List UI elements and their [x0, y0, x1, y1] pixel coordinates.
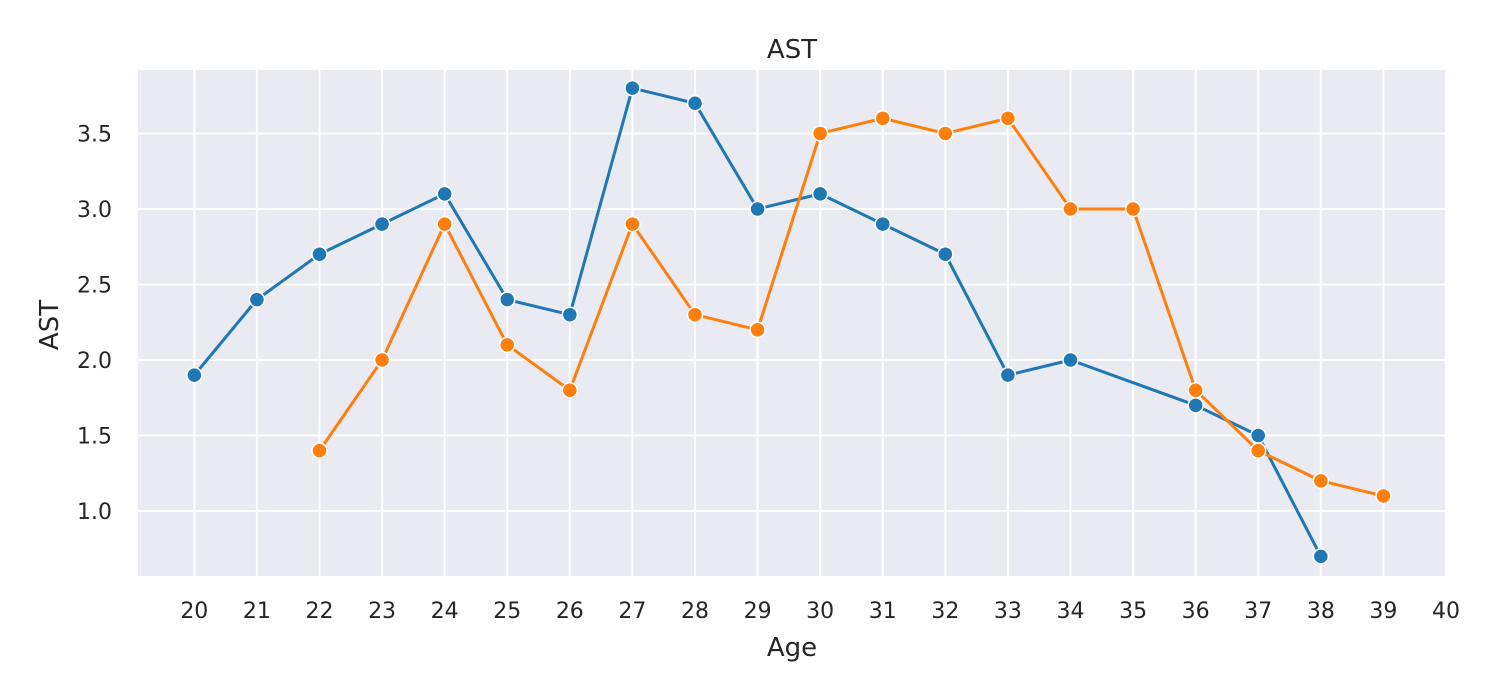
x-tick-label: 24	[431, 599, 459, 624]
data-point	[1312, 472, 1330, 490]
y-tick-label: 1.0	[77, 500, 112, 525]
x-tick-label: 32	[931, 599, 959, 624]
data-point	[498, 336, 516, 354]
data-point	[999, 366, 1017, 384]
data-point	[937, 125, 954, 142]
data-point	[749, 200, 766, 218]
x-tick-label: 39	[1369, 599, 1397, 624]
plot-area	[138, 70, 1446, 576]
y-tick-label: 1.5	[77, 425, 112, 450]
data-point	[624, 79, 641, 97]
x-tick-label: 37	[1244, 599, 1272, 624]
x-tick-label: 40	[1432, 599, 1460, 624]
series-1	[186, 79, 1330, 565]
y-tick-label: 3.0	[77, 198, 112, 223]
x-tick-label: 20	[180, 599, 208, 624]
series-line	[192, 86, 1323, 558]
x-tick-label: 25	[493, 599, 521, 624]
y-tick-label: 2.0	[77, 349, 112, 374]
data-point	[561, 306, 579, 323]
y-axis-title: AST	[35, 300, 65, 350]
data-point	[749, 321, 766, 339]
y-tick-label: 3.5	[77, 122, 112, 147]
x-tick-label: 23	[368, 599, 396, 624]
x-tick-label: 21	[243, 599, 271, 624]
data-point	[436, 215, 453, 233]
x-tick-label: 34	[1056, 599, 1084, 624]
data-point	[874, 215, 891, 233]
data-point	[937, 246, 954, 263]
data-point	[373, 215, 391, 233]
data-point	[1062, 351, 1079, 369]
data-point	[311, 246, 328, 263]
y-tick-label: 2.5	[77, 273, 112, 298]
x-tick-labels: 20 21 22 23 24 25 26 27 28 29 30 31 32 33 34 35 36 37 38 39…	[180, 599, 1460, 624]
x-tick-label: 35	[1119, 599, 1147, 624]
data-point	[811, 185, 829, 203]
data-point	[999, 110, 1017, 127]
data-point	[1375, 487, 1392, 505]
x-tick-label: 38	[1307, 599, 1335, 624]
data-point	[561, 381, 579, 399]
y-tick-labels: 1.0 1.5 2.0 2.5 3.0 3.5	[77, 122, 112, 525]
data-point	[1249, 427, 1267, 444]
data-point	[811, 125, 829, 142]
x-tick-label: 36	[1182, 599, 1210, 624]
data-point	[1187, 381, 1204, 399]
data-point	[311, 442, 328, 459]
x-tick-label: 30	[806, 599, 834, 624]
x-tick-label: 29	[744, 599, 772, 624]
data-point	[1249, 442, 1267, 459]
x-tick-label: 26	[556, 599, 584, 624]
data-point	[1312, 548, 1330, 565]
data-point	[1124, 200, 1142, 218]
x-tick-label: 31	[869, 599, 897, 624]
x-axis-title: Age	[767, 633, 817, 663]
x-gridlines	[193, 70, 1447, 576]
data-point	[686, 94, 704, 112]
data-point	[436, 185, 453, 203]
series-2	[311, 110, 1392, 505]
x-tick-label: 28	[681, 599, 709, 624]
y-gridlines	[138, 132, 1446, 513]
series-line	[317, 116, 1385, 498]
data-point	[248, 291, 266, 308]
data-point	[1187, 397, 1204, 414]
data-point	[874, 110, 891, 127]
x-tick-label: 27	[618, 599, 646, 624]
x-tick-label: 22	[305, 599, 333, 624]
data-point	[498, 291, 516, 308]
x-tick-label: 33	[994, 599, 1022, 624]
chart-title: AST	[767, 35, 817, 65]
data-point	[1062, 200, 1079, 218]
data-point	[686, 306, 704, 323]
series-layer	[186, 79, 1392, 565]
data-point	[624, 215, 641, 233]
data-point	[373, 351, 391, 369]
data-point	[186, 366, 203, 384]
